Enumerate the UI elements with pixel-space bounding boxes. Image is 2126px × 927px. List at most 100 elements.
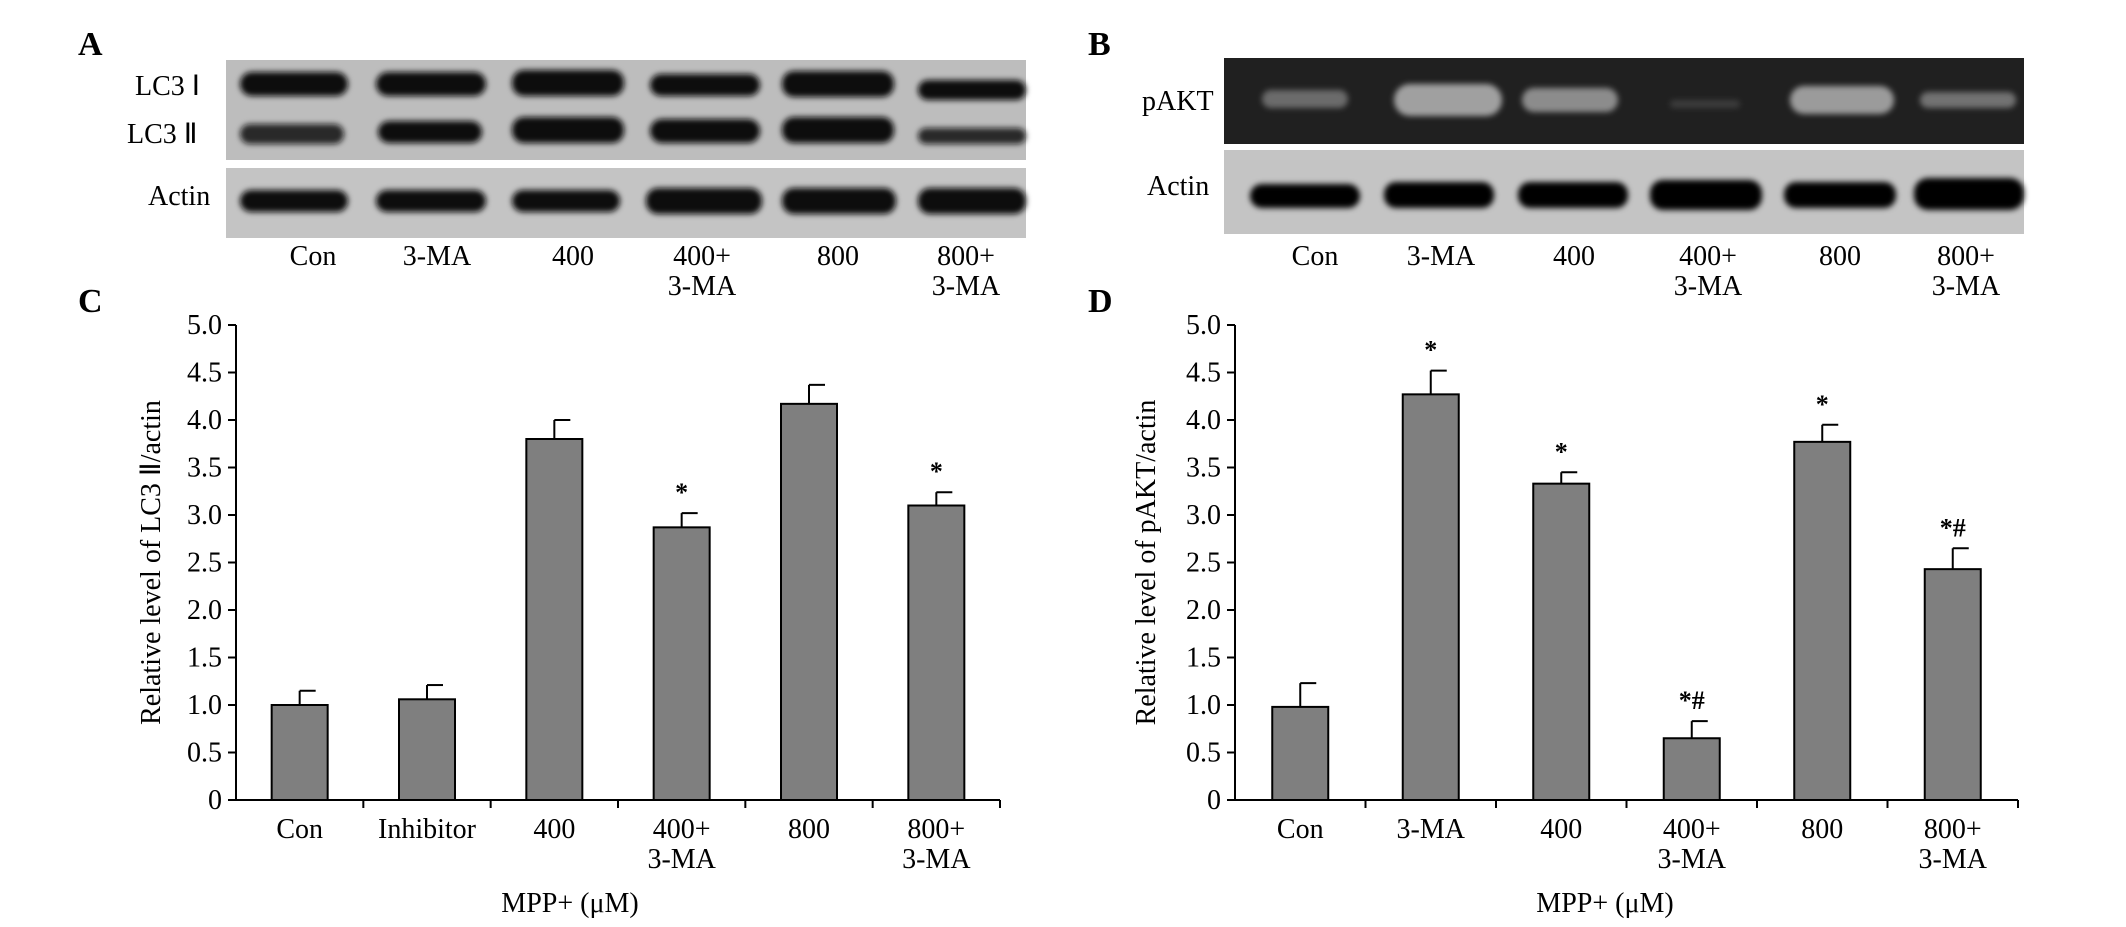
- x-tick-label: 400+ 3-MA: [647, 814, 716, 875]
- blot-b-label-pakt: pAKT: [1142, 86, 1214, 117]
- significance-mark: *#: [1940, 513, 1966, 542]
- y-tick-label: 5.0: [1186, 310, 1221, 341]
- blot-a: LC3 Ⅰ LC3 Ⅱ Actin: [127, 60, 1026, 238]
- blot-b-lane-label: 800: [1819, 241, 1861, 272]
- y-tick-label: 2.5: [1186, 548, 1221, 579]
- y-tick-label: 2.0: [187, 595, 222, 626]
- actin-band: [646, 188, 762, 214]
- x-tick-label: 800: [788, 814, 830, 845]
- pakt-band: [1920, 92, 2016, 108]
- pakt-band: [1394, 84, 1502, 116]
- significance-mark: *: [930, 457, 943, 486]
- x-tick-label: Con: [276, 814, 323, 845]
- lc3-i-band: [918, 80, 1026, 100]
- bar: [270, 704, 329, 801]
- x-tick-label: 800: [1801, 814, 1843, 845]
- blot-a-top-membrane: [226, 60, 1026, 160]
- significance-mark: *: [1816, 390, 1829, 419]
- bar: [1662, 737, 1721, 801]
- bar: [525, 438, 584, 801]
- actin-band: [1384, 182, 1494, 208]
- bar: [1532, 482, 1591, 801]
- y-tick-label: 3.5: [1186, 453, 1221, 484]
- y-tick-label: 3.5: [187, 453, 222, 484]
- actin-band: [1650, 180, 1762, 210]
- bar: [1271, 705, 1330, 802]
- blot-a-label-actin: Actin: [148, 181, 210, 212]
- actin-band: [918, 188, 1026, 214]
- bar: [1923, 568, 1982, 802]
- lc3-ii-band: [650, 119, 760, 143]
- x-tick-label: 400: [533, 814, 575, 845]
- blot-b-lane-label: Con: [1292, 241, 1339, 272]
- y-tick-label: 4.5: [187, 358, 222, 389]
- pakt-band: [1790, 86, 1894, 114]
- bar: [398, 698, 456, 801]
- bar: [907, 504, 966, 801]
- pakt-band: [1522, 88, 1618, 112]
- y-tick-label: 2.5: [187, 548, 222, 579]
- lc3-ii-band: [240, 124, 344, 144]
- y-tick-label: 3.0: [187, 500, 222, 531]
- lc3-i-band: [650, 74, 760, 96]
- x-axis-title: MPP+ (μM): [1536, 888, 1673, 919]
- panel-d-letter: D: [1088, 283, 1113, 320]
- y-tick-label: 1.0: [187, 690, 222, 721]
- significance-mark: *#: [1679, 686, 1705, 715]
- panel-c-letter: C: [78, 283, 103, 320]
- y-tick-label: 0: [1207, 785, 1221, 816]
- x-tick-label: Inhibitor: [378, 814, 477, 845]
- actin-band: [240, 190, 348, 212]
- bar: [1401, 393, 1460, 801]
- lc3-i-band: [376, 72, 486, 96]
- panel-a-letter: A: [78, 26, 103, 63]
- y-tick-label: 3.0: [1186, 500, 1221, 531]
- x-tick-label: 400: [1540, 814, 1582, 845]
- blot-a-lane-label: 400: [552, 241, 594, 272]
- lc3-i-band: [240, 72, 348, 96]
- y-axis-title: Relative level of pAKT/actin: [1131, 400, 1162, 726]
- chart-d: 0 0.5 1.0 1.5 2.0 2.5 3.0 3.5 4.0 4.5 5.0 Con * 3-MA *…: [1131, 310, 2019, 919]
- actin-band: [1914, 178, 2024, 210]
- panel-b-letter: B: [1088, 26, 1111, 63]
- x-tick-label: 3-MA: [1397, 814, 1466, 845]
- x-tick-label: Con: [1277, 814, 1324, 845]
- blot-a-lane-label: 800+ 3-MA: [932, 241, 1001, 302]
- lc3-ii-band: [512, 117, 624, 143]
- actin-band: [512, 190, 620, 212]
- blot-b-lane-label: 800+ 3-MA: [1932, 241, 2001, 302]
- y-tick-label: 5.0: [187, 310, 222, 341]
- blot-b-lane-labels: Con 3-MA 400 400+ 3-MA 800 800+ 3-MA: [1292, 241, 2001, 302]
- lc3-ii-band: [378, 121, 482, 143]
- actin-band: [376, 190, 486, 212]
- actin-band: [1518, 182, 1628, 208]
- actin-band: [782, 188, 896, 214]
- blot-a-label-lc3-ii: LC3 Ⅱ: [127, 119, 198, 150]
- blot-b: pAKT Actin: [1142, 58, 2024, 234]
- x-axis-title: MPP+ (μM): [501, 888, 638, 919]
- x-tick-label: 800+ 3-MA: [1919, 814, 1988, 875]
- significance-mark: *: [675, 478, 688, 507]
- bar: [780, 402, 838, 801]
- blot-a-lane-label: 400+ 3-MA: [668, 241, 737, 302]
- blot-a-lane-label: Con: [290, 241, 337, 272]
- y-tick-label: 4.5: [1186, 358, 1221, 389]
- blot-a-lane-label: 800: [817, 241, 859, 272]
- pakt-band: [1262, 90, 1348, 108]
- y-tick-label: 1.0: [1186, 690, 1221, 721]
- y-tick-label: 2.0: [1186, 595, 1221, 626]
- lc3-ii-band: [918, 128, 1026, 144]
- significance-mark: *: [1555, 437, 1568, 466]
- actin-band: [1250, 184, 1360, 208]
- y-tick-label: 4.0: [187, 405, 222, 436]
- bar: [652, 526, 711, 801]
- blot-b-lane-label: 400+ 3-MA: [1674, 241, 1743, 302]
- pakt-band: [1670, 100, 1740, 108]
- x-tick-label: 800+ 3-MA: [902, 814, 971, 875]
- blot-b-lane-label: 400: [1553, 241, 1595, 272]
- blot-a-label-lc3-i: LC3 Ⅰ: [135, 71, 200, 102]
- x-tick-label: 400+ 3-MA: [1658, 814, 1727, 875]
- y-tick-label: 0.5: [1186, 738, 1221, 769]
- y-tick-label: 1.5: [1186, 643, 1221, 674]
- lc3-ii-band: [782, 117, 894, 143]
